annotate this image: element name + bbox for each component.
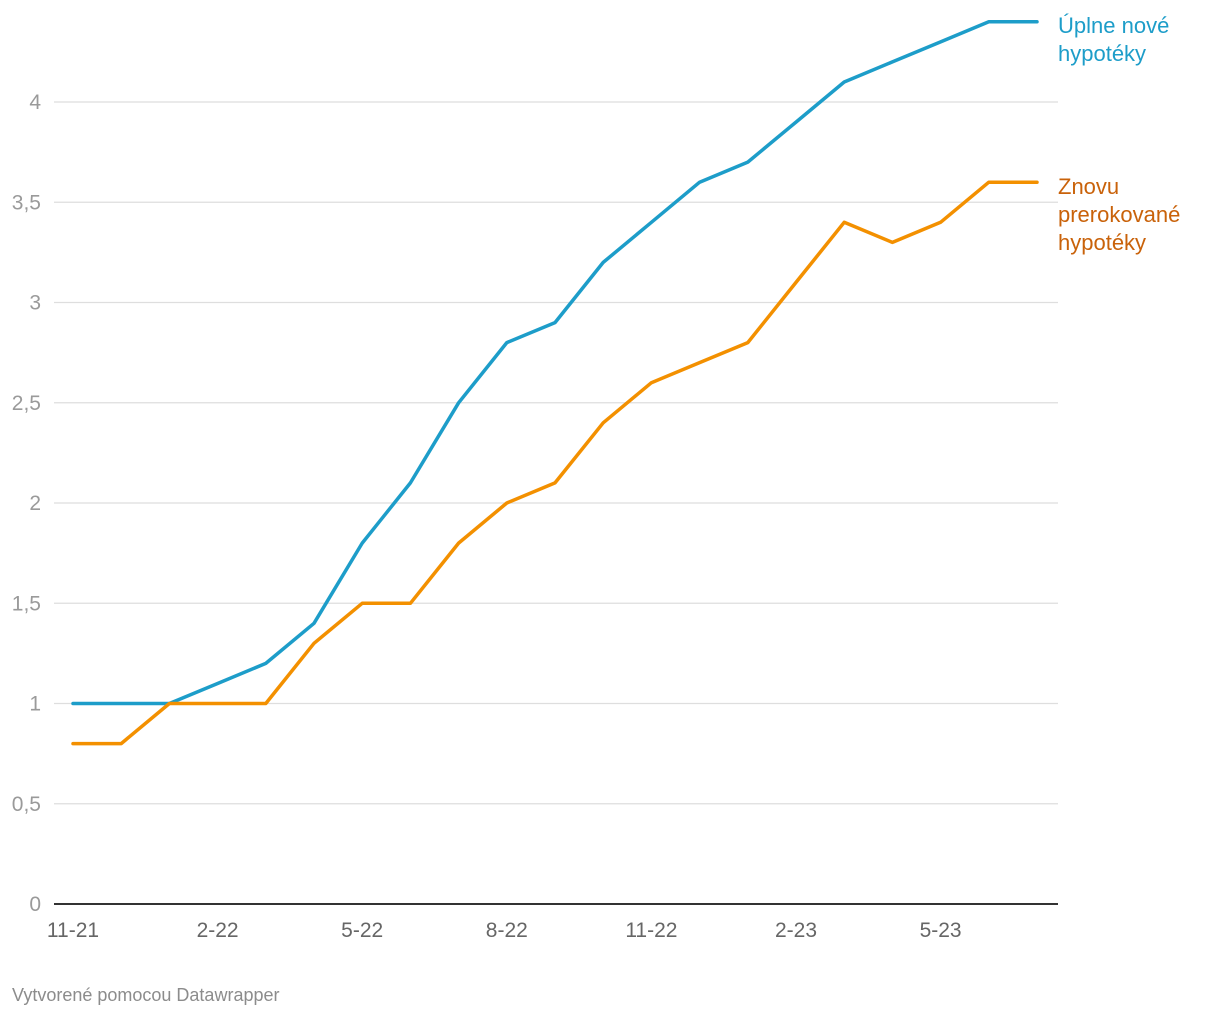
- series-line-2: [71, 180, 1039, 746]
- y-tick-label: 2: [29, 492, 41, 515]
- y-tick-label: 0: [29, 893, 41, 916]
- x-axis-ticks: 11-21 2-22 5-22 8-22 11-22 2-23 5-23: [47, 919, 962, 942]
- y-tick-label: 4: [29, 91, 41, 114]
- series-label-1: Úplne nové hypotéky: [1058, 13, 1169, 66]
- y-tick-label: 3,5: [12, 191, 41, 214]
- y-tick-label: 1: [29, 693, 41, 716]
- x-tick-label: 2-22: [197, 919, 239, 942]
- y-tick-label: 2,5: [12, 392, 41, 415]
- chart-credit: Vytvorené pomocou Datawrapper: [12, 985, 280, 1005]
- x-tick-label: 2-23: [775, 919, 817, 942]
- line-chart: 0 0,5 1 1,5 2 2,5 3 3,5 4 11-21 2-22 5-22 8-22 11-22…: [12, 13, 1181, 942]
- series-line-1: [71, 20, 1039, 706]
- y-tick-label: 3: [29, 292, 41, 315]
- y-tick-label: 0,5: [12, 793, 41, 816]
- series-label-2: Znovu prerokované hypotéky: [1058, 174, 1180, 255]
- series-labels: Úplne nové hypotéky Znovu prerokované hypoté…: [1058, 13, 1180, 255]
- x-tick-label: 5-23: [920, 919, 962, 942]
- x-tick-label: 11-22: [625, 919, 677, 942]
- y-tick-label: 1,5: [12, 592, 41, 615]
- x-tick-label: 5-22: [341, 919, 383, 942]
- y-axis-ticks: 0 0,5 1 1,5 2 2,5 3 3,5 4: [12, 91, 42, 916]
- gridlines: [54, 101, 1058, 905]
- x-tick-label: 11-21: [47, 919, 99, 942]
- x-tick-label: 8-22: [486, 919, 528, 942]
- series-lines: [71, 20, 1039, 746]
